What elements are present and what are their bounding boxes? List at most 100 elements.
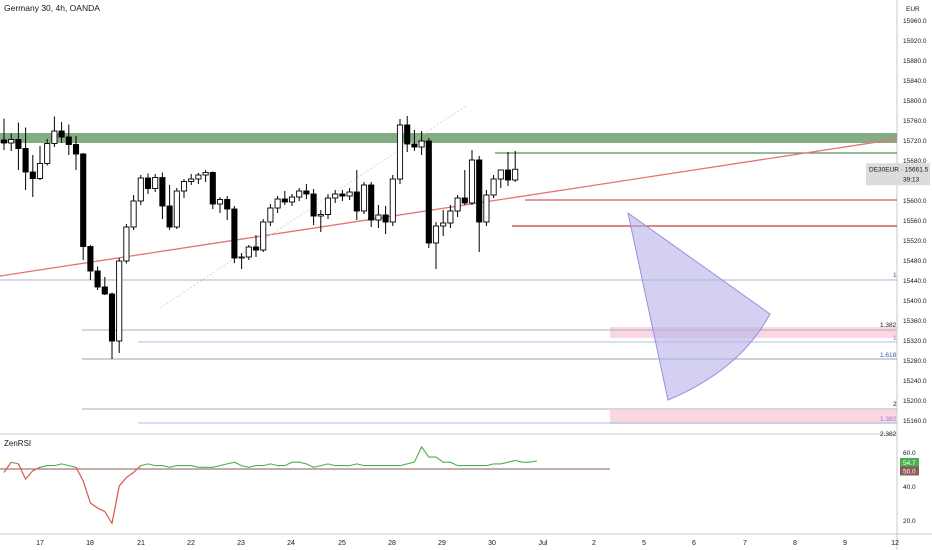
candle-up[interactable] [180,181,188,192]
candle-up[interactable] [346,191,353,197]
fib-label: 2.382 [880,431,897,438]
candle-down[interactable] [87,246,94,272]
candle-up[interactable] [116,260,123,342]
candle-up[interactable] [468,159,476,204]
candle-down[interactable] [339,193,346,197]
candle-up[interactable] [497,169,504,180]
candle-up[interactable] [490,178,497,196]
candle-up[interactable] [288,196,296,203]
candle-down[interactable] [65,136,72,145]
candle-down[interactable] [72,144,80,155]
candle-up[interactable] [483,194,490,223]
candle-down[interactable] [425,140,432,244]
candle-down[interactable] [58,130,65,138]
time-tick-label: 8 [793,540,797,547]
candle-up[interactable] [267,207,274,223]
candle-up[interactable] [418,140,425,148]
rsi-midline-tag [900,466,919,476]
candle-up[interactable] [432,225,440,244]
price-tick-label: 15240.0 [903,378,927,385]
candle-up[interactable] [317,214,324,217]
time-tick-label: Jul [539,540,548,547]
candle-up[interactable] [238,256,245,259]
candle-down[interactable] [15,139,22,149]
candle-up[interactable] [447,210,454,224]
candle-down[interactable] [461,197,468,204]
candle-up[interactable] [454,197,461,212]
candle-up[interactable] [324,197,332,215]
rsi-value-tag [900,457,919,467]
candle-up[interactable] [173,190,180,228]
time-tick-label: 22 [187,540,195,547]
price-tick-label: 15160.0 [903,418,927,425]
candle-down[interactable] [281,198,288,203]
candle-up[interactable] [360,184,368,212]
candle-up[interactable] [296,190,303,198]
candle-down[interactable] [404,124,411,145]
candle-up[interactable] [152,177,159,189]
time-tick-label: 23 [237,540,245,547]
rsi-line-below [82,480,91,504]
candle-up[interactable] [130,200,137,228]
candle-up[interactable] [44,143,51,164]
candle-up[interactable] [216,199,224,205]
candle-down[interactable] [353,191,360,212]
candle-up[interactable] [245,246,252,258]
candle-down[interactable] [94,270,101,288]
rsi-line-below [118,477,127,487]
candle-down[interactable] [382,214,389,223]
candle-down[interactable] [252,246,260,251]
candle-down[interactable] [209,172,216,205]
fib-label: 1 [893,272,897,279]
countdown-text: 39:13 [903,176,920,183]
candle-up[interactable] [137,177,144,202]
candle-down[interactable] [144,177,152,189]
candle-up[interactable] [512,168,519,181]
candle-up[interactable] [8,139,15,144]
symbol-title: Germany 30, 4h, OANDA [4,3,100,13]
candle-up[interactable] [375,214,382,221]
candle-down[interactable] [504,169,512,181]
rsi-line-below [3,461,12,473]
candle-up[interactable] [332,193,339,199]
price-tick-label: 15680.0 [903,158,927,165]
candle-up[interactable] [440,222,447,227]
candle-up[interactable] [396,124,404,180]
candle-down[interactable] [0,139,8,144]
candle-down[interactable] [166,205,173,228]
rsi-line-below [75,467,84,482]
price-tick-label: 15800.0 [903,98,927,105]
candle-up[interactable] [195,174,202,180]
candle-up[interactable] [260,221,267,251]
candle-down[interactable] [411,143,418,148]
candle-up[interactable] [274,198,281,209]
candle-down[interactable] [22,148,29,173]
price-tick-label: 15880.0 [903,58,927,65]
candle-up[interactable] [36,163,44,179]
price-tick-label: 15920.0 [903,38,927,45]
candle-down[interactable] [310,193,317,217]
rsi-tick-label: 40.0 [903,484,916,491]
candle-up[interactable] [202,172,209,176]
candle-down[interactable] [159,177,166,207]
price-tick-label: 15760.0 [903,118,927,125]
candle-up[interactable] [188,178,195,182]
fib-label: 1.382 [880,322,897,329]
fib-anchor-line [159,105,467,309]
candle-up[interactable] [123,226,130,262]
candle-down[interactable] [303,190,310,195]
candle-up[interactable] [51,130,58,144]
candle-up[interactable] [389,178,396,223]
candle-down[interactable] [29,171,36,179]
fib-label: 1 [893,335,897,342]
rsi-tick-label: 60.0 [903,450,916,457]
candle-down[interactable] [80,153,87,247]
candle-down[interactable] [368,184,375,221]
candle-down[interactable] [476,159,483,223]
candle-down[interactable] [101,286,108,295]
candle-down[interactable] [108,293,116,342]
candle-down[interactable] [231,208,238,259]
candle-down[interactable] [224,199,231,210]
